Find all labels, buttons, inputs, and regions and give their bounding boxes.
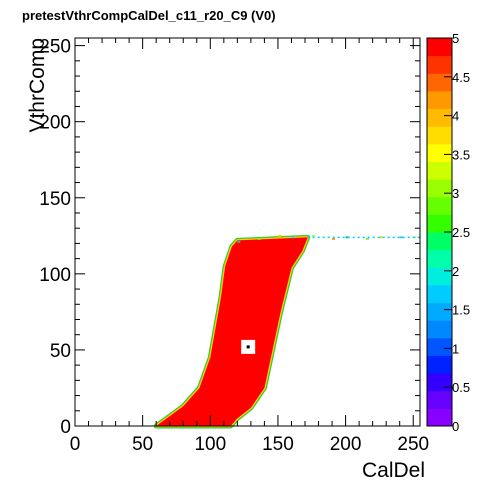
colorbar-band (427, 408, 452, 427)
y-tick-label: 100 (39, 265, 71, 286)
fringe-cell (345, 236, 349, 239)
colorbar-band (427, 302, 452, 321)
colorbar-tick-label: 5 (452, 31, 459, 46)
fringe-cell (277, 234, 281, 237)
colorbar-tick-label: 3.5 (452, 147, 470, 162)
colorbar-band (427, 267, 452, 286)
y-tick-label: 50 (50, 341, 71, 362)
band-core (156, 237, 308, 426)
colorbar-band (427, 320, 452, 339)
x-tick-label: 100 (194, 434, 226, 455)
colorbar-band (427, 232, 452, 251)
colorbar-tick-label: 2.5 (452, 225, 470, 240)
colorbar-band (427, 143, 452, 162)
colorbar-tick-label: 3 (452, 186, 459, 201)
y-tick-label: 250 (39, 37, 71, 58)
x-axis-title: CalDel (362, 459, 425, 482)
colorbar-band (427, 214, 452, 233)
fringe-cell (257, 237, 261, 240)
fringe-cell (311, 234, 315, 237)
colorbar-tick-label: 0.5 (452, 380, 470, 395)
colorbar-band (427, 390, 452, 409)
colorbar-band (427, 126, 452, 145)
heatmap-layer (153, 234, 420, 429)
x-tick-label: 0 (70, 434, 81, 455)
colorbar-band (427, 196, 452, 215)
colorbar-tick-label: 1.5 (452, 303, 470, 318)
colorbar-tick-label: 2 (452, 264, 459, 279)
axes-layer: 0 50 100 150 200 250 0 50 100 150 200 250 (39, 37, 429, 455)
colorbar-band (427, 90, 452, 110)
colorbar-band (427, 355, 452, 374)
empty-cell-marker (246, 345, 250, 349)
colorbar-band (427, 161, 452, 180)
colorbar-band (427, 284, 452, 304)
colorbar-band (427, 249, 452, 268)
x-tick-label: 200 (330, 434, 362, 455)
colorbar-tick-label: 4 (452, 109, 459, 124)
colorbar-tick-label: 0 (452, 419, 459, 434)
colorbar-band (427, 55, 452, 74)
fringe-cell (237, 240, 241, 243)
fringe-cell (399, 236, 403, 239)
fringe-cell (379, 236, 383, 239)
colorbar-tick-label: 4.5 (452, 70, 470, 85)
colorbar-band (427, 73, 452, 92)
colorbar-tick-label: 1 (452, 341, 459, 356)
colorbar-band (427, 373, 452, 392)
plot-border (74, 37, 421, 427)
y-tick-label: 0 (60, 417, 71, 438)
colorbar-band (427, 179, 452, 198)
x-tick-label: 150 (262, 434, 294, 455)
colorbar-band (427, 337, 452, 356)
fringe-cell (332, 237, 336, 240)
fringe-cell (413, 236, 417, 239)
colorbar-band (427, 38, 452, 57)
y-tick-label: 200 (39, 113, 71, 134)
colorbar-band (427, 108, 452, 127)
x-tick-label: 250 (397, 434, 429, 455)
y-axis-title: VthrComp (26, 38, 49, 133)
fringe-cell (365, 237, 369, 240)
x-tick-label: 50 (132, 434, 153, 455)
chart-title: pretestVthrCompCalDel_c11_r20_C9 (V0) (22, 8, 276, 23)
colorbar: 0 0.5 1 1.5 2 2.5 3 3.5 4 4.5 5 (426, 31, 470, 434)
fringe-cell (291, 236, 295, 239)
y-tick-label: 150 (39, 189, 71, 210)
